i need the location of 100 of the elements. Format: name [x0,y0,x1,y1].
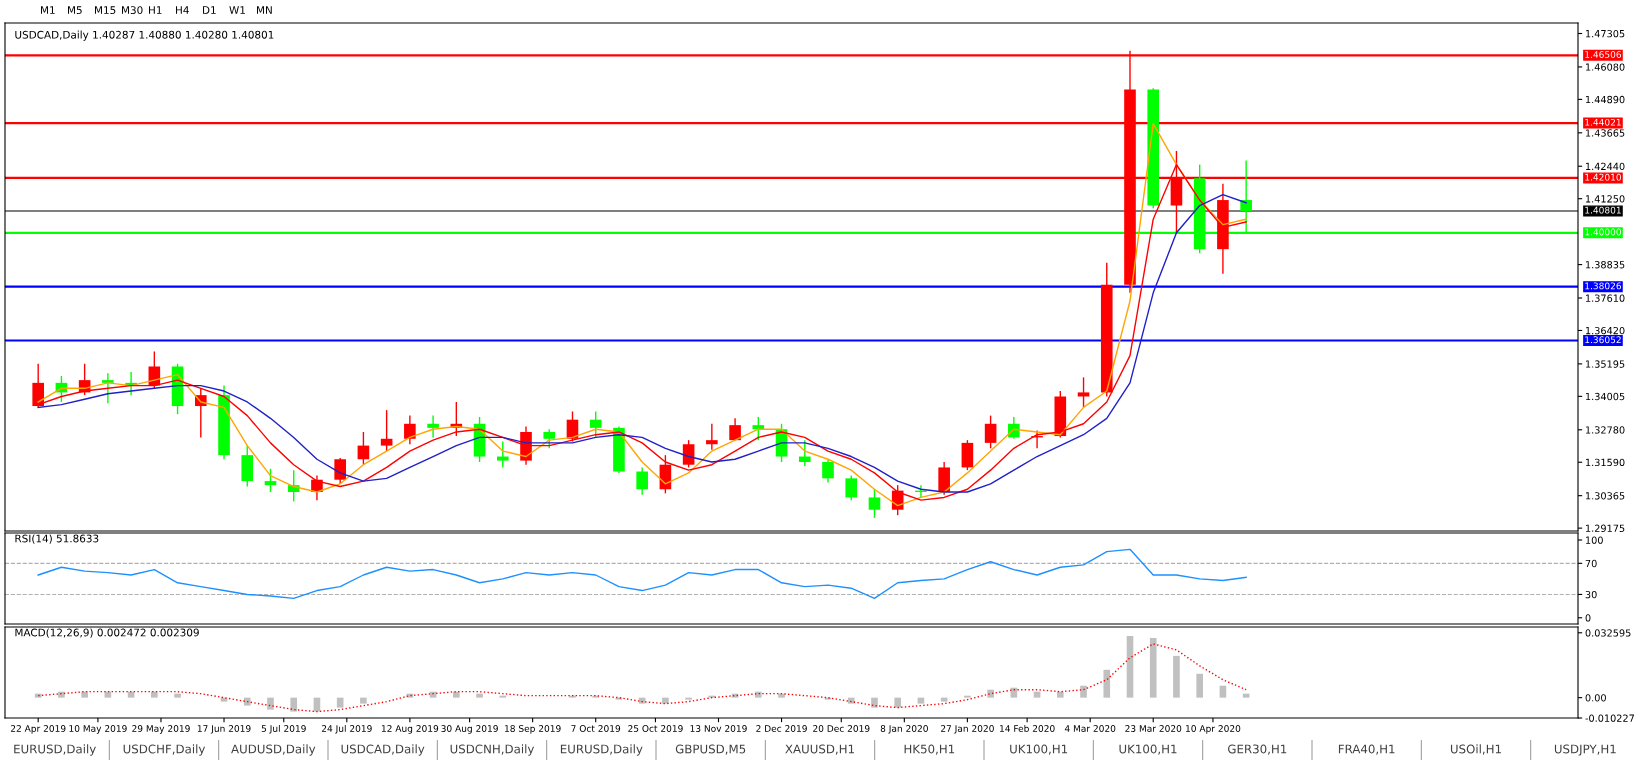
candlestick [404,414,416,445]
text: UK100,H1 [1010,744,1068,755]
bar [917,697,925,704]
candlestick [845,474,858,501]
candlestick [357,431,370,466]
bar [847,697,855,704]
text: M30 [122,6,143,15]
candlestick [706,423,718,451]
bar [1173,655,1180,698]
x-tick-label: 4 Mar 2020 [1064,725,1116,732]
bar [360,697,367,704]
x-tick-label: 20 Dec 2019 [813,725,870,732]
text: M1 [41,6,55,14]
candlestick [822,458,834,484]
bar [871,697,878,708]
x-tick-label: 18 Sep 2019 [505,725,561,734]
x-tick-label: 13 Nov 2019 [690,725,747,732]
text: USDCAD,Daily [341,744,425,756]
y-tick-label: 1.36420 [1586,326,1625,335]
candlestick [868,488,881,519]
candlestick [427,414,439,439]
y-tick-label: 1.44890 [1586,95,1625,104]
x-tick-label: 24 Jul 2019 [321,724,372,734]
bar [151,691,158,698]
bar [940,697,948,702]
bar [267,697,274,710]
x-tick-label: 10 May 2019 [69,725,127,734]
bar [476,693,483,698]
text: USDCNH,Daily [450,744,535,756]
bar [1103,669,1111,698]
bar [894,697,902,708]
ref-line-label: 1.38026 [1585,282,1622,290]
text: HK50,H1 [904,744,955,755]
candlestick [264,468,277,493]
text: EURUSD,Daily [14,744,96,756]
text: USOil,H1 [1450,744,1501,755]
y-tick-label: 1.46080 [1586,63,1625,71]
candlestick [589,410,602,439]
line-series [37,548,1247,600]
x-tick-label: 5 Jul 2019 [261,724,306,734]
text: M5 [68,6,82,15]
x-tick-label: 30 Aug 2019 [441,725,498,734]
y-tick-label: 1.38835 [1586,261,1625,269]
candlestick [380,409,393,452]
candlestick [984,414,997,450]
text: USDCHF,Daily [123,744,206,756]
bar [81,691,88,698]
y-tick-label: 1.35195 [1586,360,1625,368]
y-tick-label: 0.00 [1585,694,1606,702]
x-tick-label: 2 Dec 2019 [756,725,807,732]
y-tick-label: 1.31590 [1586,458,1625,467]
candlestick [102,372,114,405]
bar [243,697,251,706]
bar [336,697,344,708]
bar [58,691,65,698]
text: USDCAD,Daily 1.40287 1.40880 1.40280 1.40801 [15,30,274,41]
bar [1242,693,1250,698]
y-tick-label: 30 [1585,590,1597,599]
x-tick-label: 17 Jun 2019 [197,725,251,734]
text: GER30,H1 [1228,744,1287,755]
y-tick-label: 1.41250 [1586,195,1625,203]
chart-title: RSI(14) 51.8633 [15,534,99,544]
x-tick-label: 10 Apr 2020 [1186,725,1241,734]
ref-line-label: 1.42010 [1585,173,1622,181]
candlestick [682,439,695,469]
bar [1196,673,1203,698]
bar [755,691,762,698]
bar [1033,691,1041,698]
y-tick-label: 1.30365 [1586,492,1625,500]
text: AUDUSD,Daily [231,744,316,756]
x-tick-label: 29 May 2019 [132,725,190,734]
y-tick-label: 0.032595 [1585,629,1631,637]
ref-line-label: 1.44021 [1585,118,1621,126]
y-tick-label: 100 [1586,536,1603,544]
candlestick [752,416,765,441]
candlestick [1077,376,1090,409]
y-tick-label: 1.37610 [1586,294,1625,302]
bar [1126,635,1134,698]
bar [34,693,42,698]
text: XAUUSD,H1 [785,744,854,755]
ref-line-label: 1.46506 [1585,51,1622,58]
bar [174,693,181,698]
bar [104,691,112,698]
y-tick-label: 0 [1585,614,1591,622]
bar [290,697,298,712]
bar [453,691,460,698]
x-tick-label: 22 Apr 2019 [10,725,66,734]
bar [127,691,135,698]
text: EURUSD,Daily [560,744,643,756]
x-tick-label: 7 Oct 2019 [571,725,621,732]
bar [1080,685,1087,698]
y-tick-label: 1.29175 [1586,524,1625,532]
text: H1 [149,6,162,14]
y-tick-label: 1.47305 [1586,29,1625,38]
chart-title: MACD(12,26,9) 0.002472 0.002309 [15,628,199,638]
bar [1056,691,1064,698]
text: W1 [229,6,245,14]
ref-line-label: 1.36052 [1585,336,1621,344]
y-tick-label: 1.32780 [1586,426,1625,434]
candlestick [636,466,648,496]
